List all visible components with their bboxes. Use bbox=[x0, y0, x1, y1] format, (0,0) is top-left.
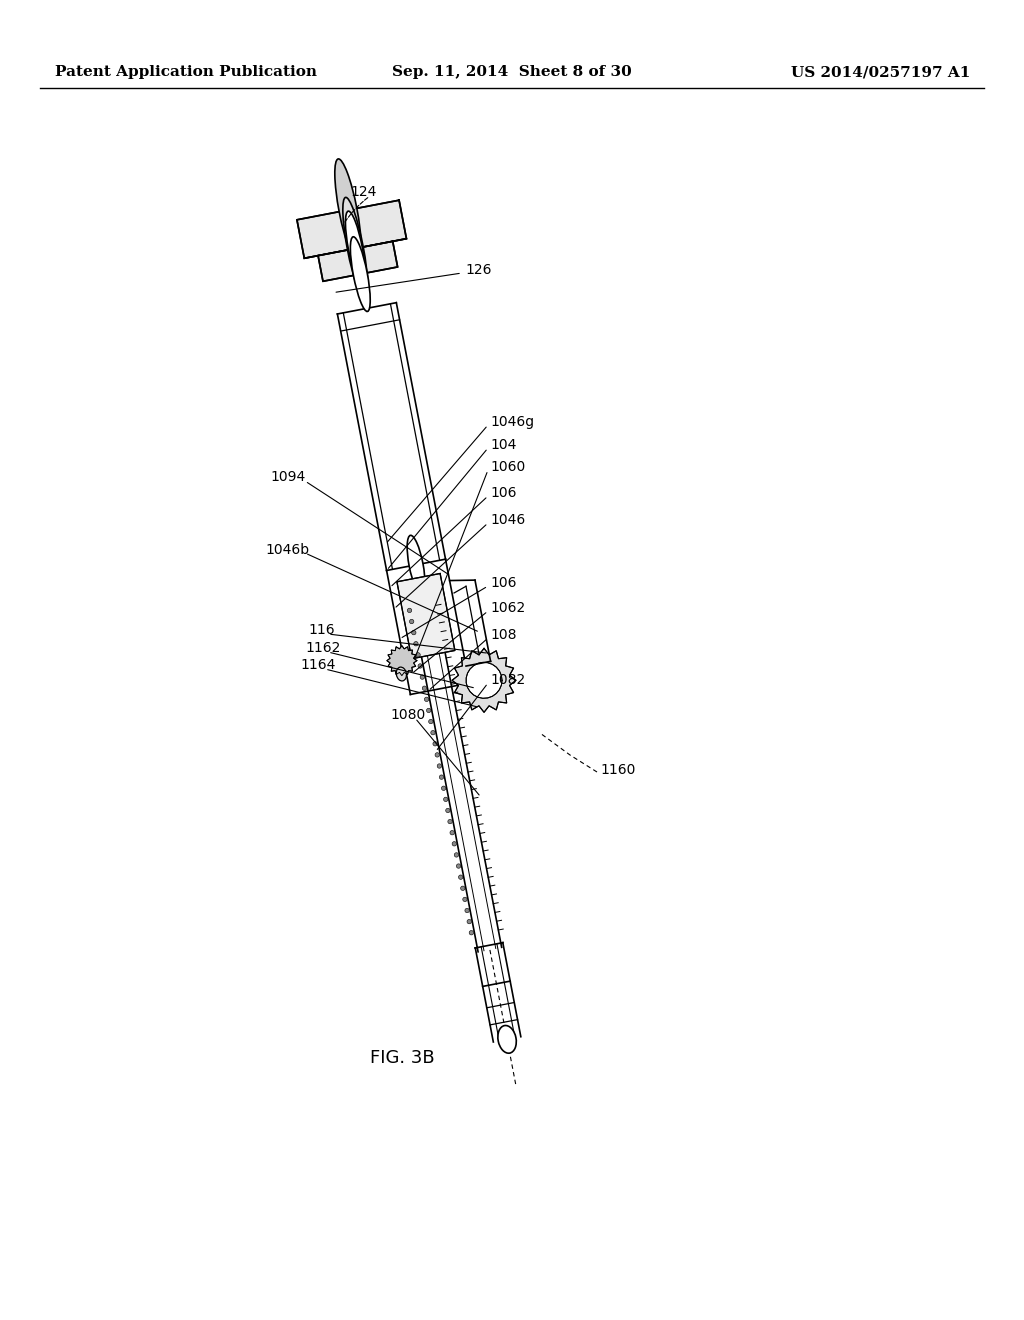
Circle shape bbox=[439, 775, 443, 779]
Circle shape bbox=[427, 709, 431, 713]
Text: 1062: 1062 bbox=[490, 601, 525, 615]
Text: 108: 108 bbox=[490, 628, 516, 642]
Polygon shape bbox=[466, 663, 502, 698]
Circle shape bbox=[443, 797, 447, 801]
Text: 1046b: 1046b bbox=[265, 543, 309, 557]
Ellipse shape bbox=[396, 667, 407, 681]
Text: 1160: 1160 bbox=[600, 763, 635, 777]
Ellipse shape bbox=[345, 211, 366, 286]
Text: 124: 124 bbox=[350, 185, 377, 199]
Circle shape bbox=[469, 931, 473, 935]
Circle shape bbox=[447, 820, 453, 824]
Text: 1060: 1060 bbox=[490, 459, 525, 474]
Ellipse shape bbox=[335, 158, 361, 261]
Polygon shape bbox=[318, 242, 397, 281]
Text: 116: 116 bbox=[308, 623, 335, 638]
Circle shape bbox=[459, 875, 463, 879]
Circle shape bbox=[450, 830, 455, 836]
Text: 1094: 1094 bbox=[270, 470, 305, 484]
Polygon shape bbox=[452, 648, 516, 713]
Circle shape bbox=[408, 609, 412, 612]
Ellipse shape bbox=[350, 236, 371, 312]
Text: 1046g: 1046g bbox=[490, 414, 535, 429]
Circle shape bbox=[414, 642, 418, 645]
Text: FIG. 3B: FIG. 3B bbox=[370, 1049, 434, 1067]
Text: 104: 104 bbox=[490, 438, 516, 451]
Polygon shape bbox=[337, 302, 445, 570]
Ellipse shape bbox=[408, 536, 425, 594]
Text: 1164: 1164 bbox=[300, 657, 336, 672]
Circle shape bbox=[410, 619, 414, 624]
Ellipse shape bbox=[343, 198, 368, 300]
Text: 106: 106 bbox=[490, 576, 516, 590]
Polygon shape bbox=[387, 645, 417, 676]
Circle shape bbox=[441, 785, 445, 791]
Text: 1046: 1046 bbox=[490, 513, 525, 527]
Circle shape bbox=[463, 898, 467, 902]
Circle shape bbox=[455, 853, 459, 857]
Circle shape bbox=[465, 908, 469, 912]
Circle shape bbox=[435, 752, 439, 758]
Text: 1080: 1080 bbox=[390, 708, 425, 722]
Circle shape bbox=[431, 730, 435, 735]
Circle shape bbox=[453, 842, 457, 846]
Text: Sep. 11, 2014  Sheet 8 of 30: Sep. 11, 2014 Sheet 8 of 30 bbox=[392, 65, 632, 79]
Circle shape bbox=[412, 631, 416, 635]
Circle shape bbox=[424, 697, 429, 701]
Text: Patent Application Publication: Patent Application Publication bbox=[55, 65, 317, 79]
Polygon shape bbox=[397, 573, 455, 659]
Text: 1082: 1082 bbox=[490, 673, 525, 686]
Circle shape bbox=[416, 652, 420, 657]
Circle shape bbox=[457, 863, 461, 869]
Text: 1162: 1162 bbox=[305, 642, 340, 655]
Text: 106: 106 bbox=[490, 486, 516, 500]
Text: US 2014/0257197 A1: US 2014/0257197 A1 bbox=[791, 65, 970, 79]
Polygon shape bbox=[297, 201, 407, 259]
Polygon shape bbox=[411, 597, 502, 952]
Circle shape bbox=[467, 920, 471, 924]
Circle shape bbox=[422, 686, 427, 690]
Circle shape bbox=[437, 764, 441, 768]
Circle shape bbox=[461, 886, 465, 891]
Ellipse shape bbox=[498, 1026, 516, 1053]
Circle shape bbox=[420, 675, 425, 680]
Circle shape bbox=[445, 808, 451, 813]
Circle shape bbox=[429, 719, 433, 723]
Circle shape bbox=[433, 742, 437, 746]
Circle shape bbox=[418, 664, 422, 668]
Text: 126: 126 bbox=[465, 263, 492, 277]
